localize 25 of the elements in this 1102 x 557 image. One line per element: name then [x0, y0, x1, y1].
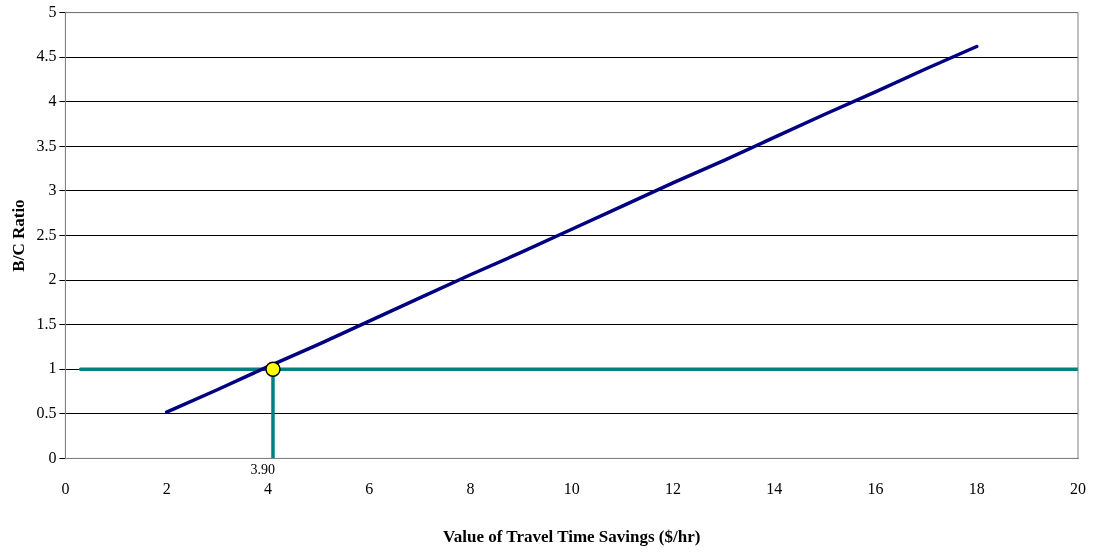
- x-tick-label: 18: [968, 480, 985, 498]
- y-tick-label: 3.5: [36, 136, 57, 154]
- x-tick-label: 16: [867, 480, 884, 498]
- y-tick-label: 3: [48, 181, 57, 199]
- x-tick-label: 4: [263, 480, 272, 498]
- x-tick-label: 20: [1070, 480, 1086, 498]
- y-tick-label: 0.5: [36, 404, 57, 422]
- y-tick-label: 2.5: [36, 225, 57, 243]
- x-tick-label: 14: [766, 480, 783, 498]
- y-tick-label: 4.5: [36, 47, 57, 65]
- y-tick-label: 0: [48, 448, 57, 466]
- x-tick-label: 8: [466, 480, 475, 498]
- y-tick-label: 2: [48, 270, 57, 288]
- x-axis-title: Value of Travel Time Savings ($/hr): [443, 527, 701, 547]
- x-tick-label: 2: [162, 480, 171, 498]
- y-tick-label: 1: [48, 359, 57, 377]
- x-tick-label: 10: [563, 480, 580, 498]
- y-tick-label: 4: [48, 91, 57, 109]
- y-axis-title: B/C Ratio: [8, 199, 28, 272]
- x-tick-label: 0: [61, 480, 70, 498]
- y-tick-label: 5: [48, 2, 57, 20]
- x-tick-label: 6: [365, 480, 374, 498]
- y-tick-label: 1.5: [36, 314, 57, 332]
- x-tick-label: 12: [664, 480, 681, 498]
- text: 3.90: [250, 462, 275, 478]
